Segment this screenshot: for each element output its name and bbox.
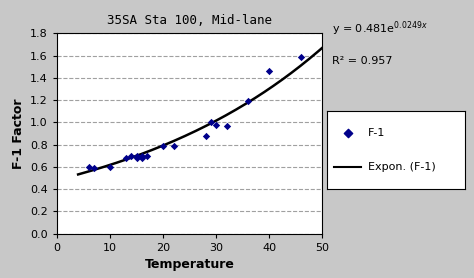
Text: Expon. (F-1): Expon. (F-1) bbox=[368, 162, 436, 172]
Point bbox=[344, 131, 351, 135]
Point bbox=[106, 165, 114, 169]
Point bbox=[212, 122, 220, 127]
Text: 35SA Sta 100, Mid-lane: 35SA Sta 100, Mid-lane bbox=[107, 14, 272, 27]
Point bbox=[128, 153, 135, 158]
Point bbox=[143, 153, 151, 158]
Point bbox=[133, 156, 140, 160]
Point bbox=[297, 54, 305, 59]
Text: R² = 0.957: R² = 0.957 bbox=[332, 56, 392, 66]
Y-axis label: F-1 Factor: F-1 Factor bbox=[11, 98, 25, 169]
Point bbox=[90, 166, 98, 170]
Point bbox=[122, 156, 130, 160]
Point bbox=[85, 165, 92, 169]
Text: y = 0.481e$^{0.0249x}$: y = 0.481e$^{0.0249x}$ bbox=[332, 19, 428, 38]
Point bbox=[202, 133, 210, 138]
Point bbox=[207, 120, 215, 125]
Point bbox=[133, 153, 140, 158]
Text: F-1: F-1 bbox=[368, 128, 386, 138]
Point bbox=[223, 123, 230, 128]
Point bbox=[159, 143, 167, 148]
Point bbox=[138, 156, 146, 160]
Point bbox=[244, 99, 252, 103]
Point bbox=[138, 153, 146, 158]
X-axis label: Temperature: Temperature bbox=[145, 258, 235, 271]
Point bbox=[265, 69, 273, 73]
Point bbox=[170, 143, 177, 148]
